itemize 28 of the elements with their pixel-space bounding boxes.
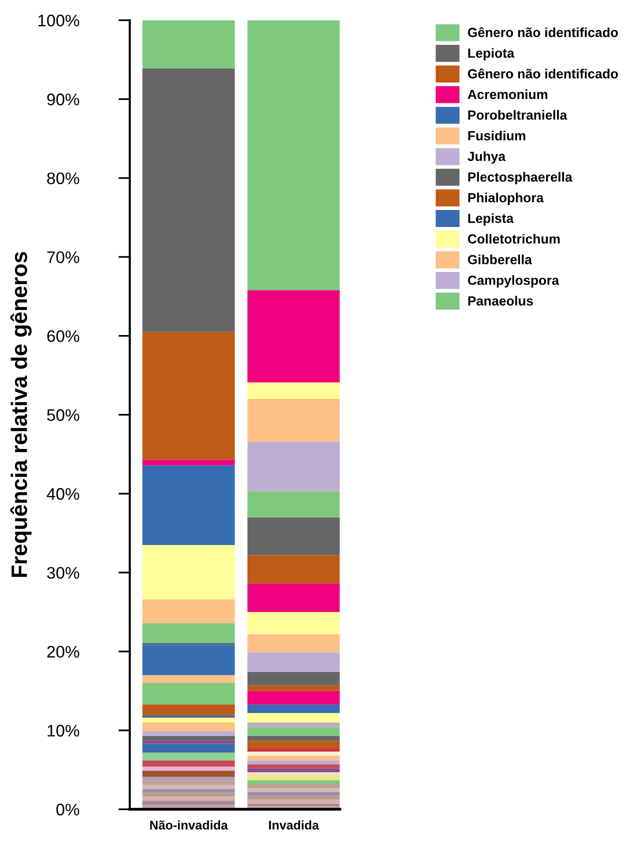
legend-label: Acremonium	[468, 89, 548, 100]
legend-label: Lepiota	[468, 48, 514, 60]
y-tick-label: 10%	[48, 724, 80, 737]
y-axis-title: Frequência relativa de gêneros	[10, 252, 32, 577]
y-tick-label: 30%	[47, 566, 80, 579]
y-tick-label: 80%	[47, 172, 80, 184]
y-tick-label: 40%	[46, 488, 80, 500]
legend-label: Campylospora	[468, 275, 560, 288]
y-tick-label: 100%	[38, 14, 80, 26]
y-tick-label: 50%	[47, 409, 80, 421]
legend-label: Panaeolus	[468, 296, 533, 306]
legend-label: Plectosphaerella	[468, 172, 572, 184]
legend-label: Lepista	[468, 213, 514, 226]
x-tick-label: Invadida	[269, 820, 320, 830]
legend-label: Gênero não identificado	[468, 27, 618, 38]
y-tick-label: 70%	[47, 251, 80, 264]
legend-label: Fusidium	[468, 130, 526, 140]
legend-label: Gênero não identificado	[468, 68, 618, 78]
y-tick-label: 0%	[56, 804, 80, 816]
legend-label: Porobeltraniella	[468, 110, 568, 120]
y-tick-label: 60%	[47, 330, 80, 342]
x-tick-label: Não-invadida	[150, 820, 228, 830]
legend-label: Juhya	[468, 151, 506, 164]
legend-label: Colletotrichum	[468, 234, 560, 244]
legend-label: Phialophora	[468, 192, 544, 205]
legend-label: Gibberella	[468, 254, 532, 264]
y-tick-label: 90%	[47, 94, 80, 106]
y-tick-label: 20%	[47, 646, 80, 658]
